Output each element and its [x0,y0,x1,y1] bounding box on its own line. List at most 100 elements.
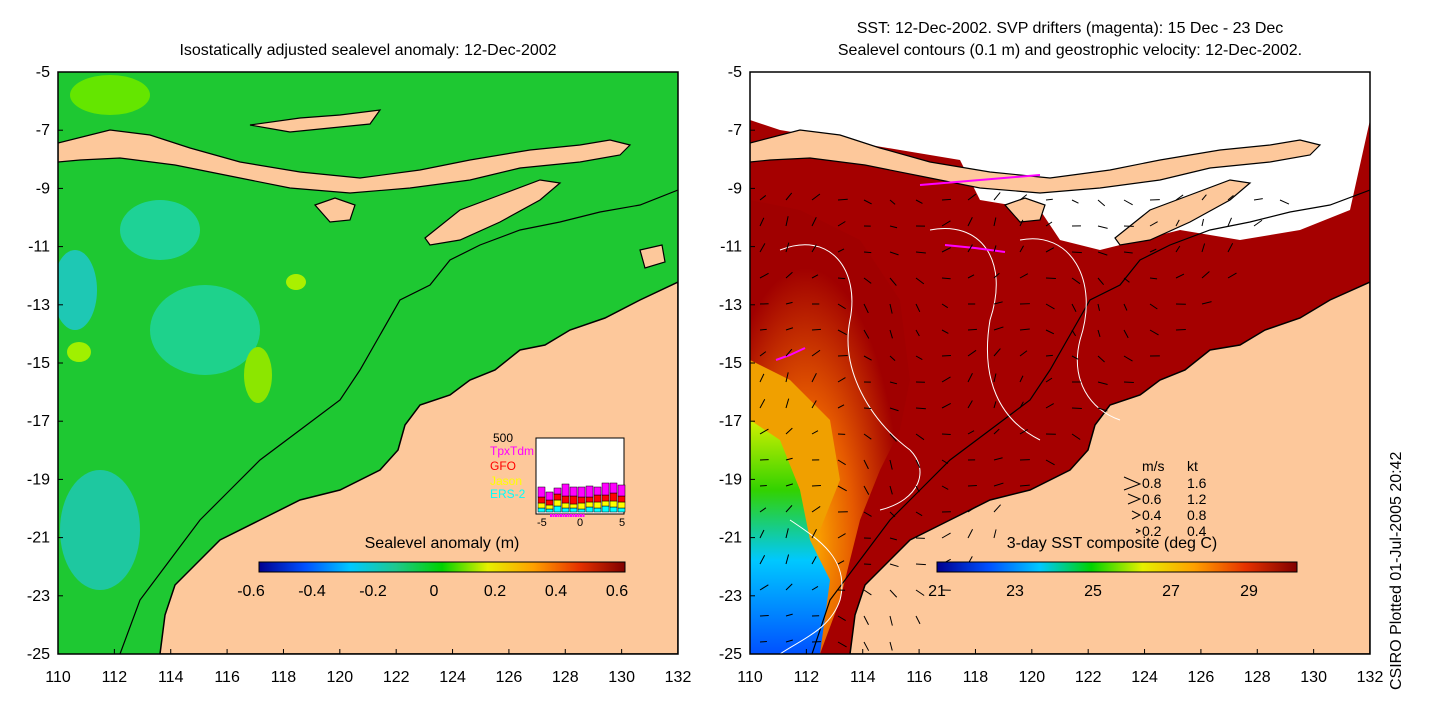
velocity-arrow [915,511,923,517]
velocity-arrow [1019,484,1030,487]
velocity-arrow [915,199,923,204]
velocity-arrow [1201,271,1210,279]
inset-bar [609,482,618,494]
velocity-arrow [785,583,793,591]
x-tick-label: 116 [906,669,932,686]
velocity-arrow [837,277,846,280]
velocity-arrow [1149,277,1158,280]
velocity-arrow [811,430,819,435]
velocity-arrow [889,459,893,470]
velocity-arrow [993,217,997,227]
velocity-arrow [759,351,767,357]
inset-legend-ers2: ERS-2 [490,487,526,501]
velocity-arrow [915,589,925,596]
inset-bar [569,486,578,497]
y-tick-label: -17 [27,413,50,430]
inset-bar [577,502,586,510]
australia-land [849,281,1370,654]
velocity-arrow [993,326,1004,331]
velocity-arrow [1097,251,1108,256]
velocity-arrow [1253,198,1263,201]
x-tick-label: 126 [496,669,523,686]
y-tick-label: -11 [720,239,742,256]
velocity-arrow [1019,429,1028,435]
velocity-arrow [863,511,872,517]
x-tick-label: 112 [102,669,128,686]
y-tick-label: -7 [728,122,742,139]
velocity-legend-ms: 0.8 [1142,475,1162,491]
velocity-arrow [1227,195,1234,201]
inset-bar [569,503,578,509]
velocity-legend-ms: 0.6 [1142,491,1162,507]
velocity-arrow [889,615,893,626]
inset-bar [617,507,626,513]
velocity-arrow [1227,243,1234,253]
y-tick-label: -7 [36,122,50,139]
inset-xtick: 5 [619,517,625,529]
velocity-arrow [967,506,977,513]
velocity-arrow [811,506,821,513]
velocity-arrow [889,225,898,229]
inset-bar [609,500,618,508]
altimeter-inset: 500 TpxTdm GFO Jason ERS-2 -5 0 5 [490,431,626,529]
sealevel-contours [779,228,1121,654]
right-colorbar-bar [936,561,1298,573]
velocity-arrow [837,641,847,648]
velocity-arrow [941,376,951,383]
right-map [750,72,1370,654]
velocity-arrow [811,484,821,487]
velocity-arrow [759,555,766,565]
velocity-arrow [941,303,949,309]
velocity-arrow [941,459,949,465]
velocity-arrow [915,615,921,625]
velocity-arrow [889,251,899,256]
velocity-arrow [915,459,921,469]
velocity-arrow [837,404,845,409]
right-colorbar: 3-day SST composite (deg C) [936,535,1298,573]
velocity-arrow [993,348,1001,357]
inset-max-label: 500 [493,431,513,445]
inset-bar [577,486,586,498]
velocity-arrow [1019,375,1024,383]
velocity-arrow [1019,194,1028,201]
inset-marker [555,514,557,517]
velocity-legend-arrow [1127,493,1142,505]
velocity-arrow [967,274,975,279]
left-colorbar: Sealevel anomaly (m) [258,535,626,573]
velocity-arrow [1201,243,1206,253]
velocity-arrow [759,243,766,253]
flores-island [249,109,382,133]
velocity-arrow [889,277,897,286]
velocity-arrow [1201,194,1207,201]
velocity-arrow [863,433,872,440]
velocity-arrow [785,554,790,565]
velocity-arrow [1201,218,1205,227]
inset-marker [565,514,567,517]
y-tick-label: -23 [27,588,50,605]
velocity-arrow [837,459,846,466]
x-tick-label: 130 [1300,669,1327,686]
sst-cool-region [750,420,830,654]
velocity-arrow [759,195,767,201]
velocity-arrow [1097,277,1104,286]
velocity-arrow [1045,377,1053,383]
velocity-arrows [759,192,1290,651]
velocity-arrow [915,277,925,285]
right-panel-title-line2: Sealevel contours (0.1 m) and geostrophi… [837,42,1303,59]
colorbar-tick-label: -0.4 [298,583,326,600]
inset-bar [537,502,546,509]
velocity-arrow [759,373,765,383]
velocity-arrow [1045,198,1053,201]
velocity-arrow [967,193,977,201]
velocity-arrow [1227,217,1232,227]
inset-bar [585,485,594,498]
velocity-arrow [863,303,869,314]
velocity-arrow [863,277,872,284]
inset-bar [617,495,626,503]
inset-bar [553,505,562,513]
velocity-arrow [1019,273,1029,279]
inset-bar [561,507,570,513]
velocity-arrow [967,430,975,435]
velocity-arrow [1253,219,1263,227]
timor-island [1114,179,1252,246]
